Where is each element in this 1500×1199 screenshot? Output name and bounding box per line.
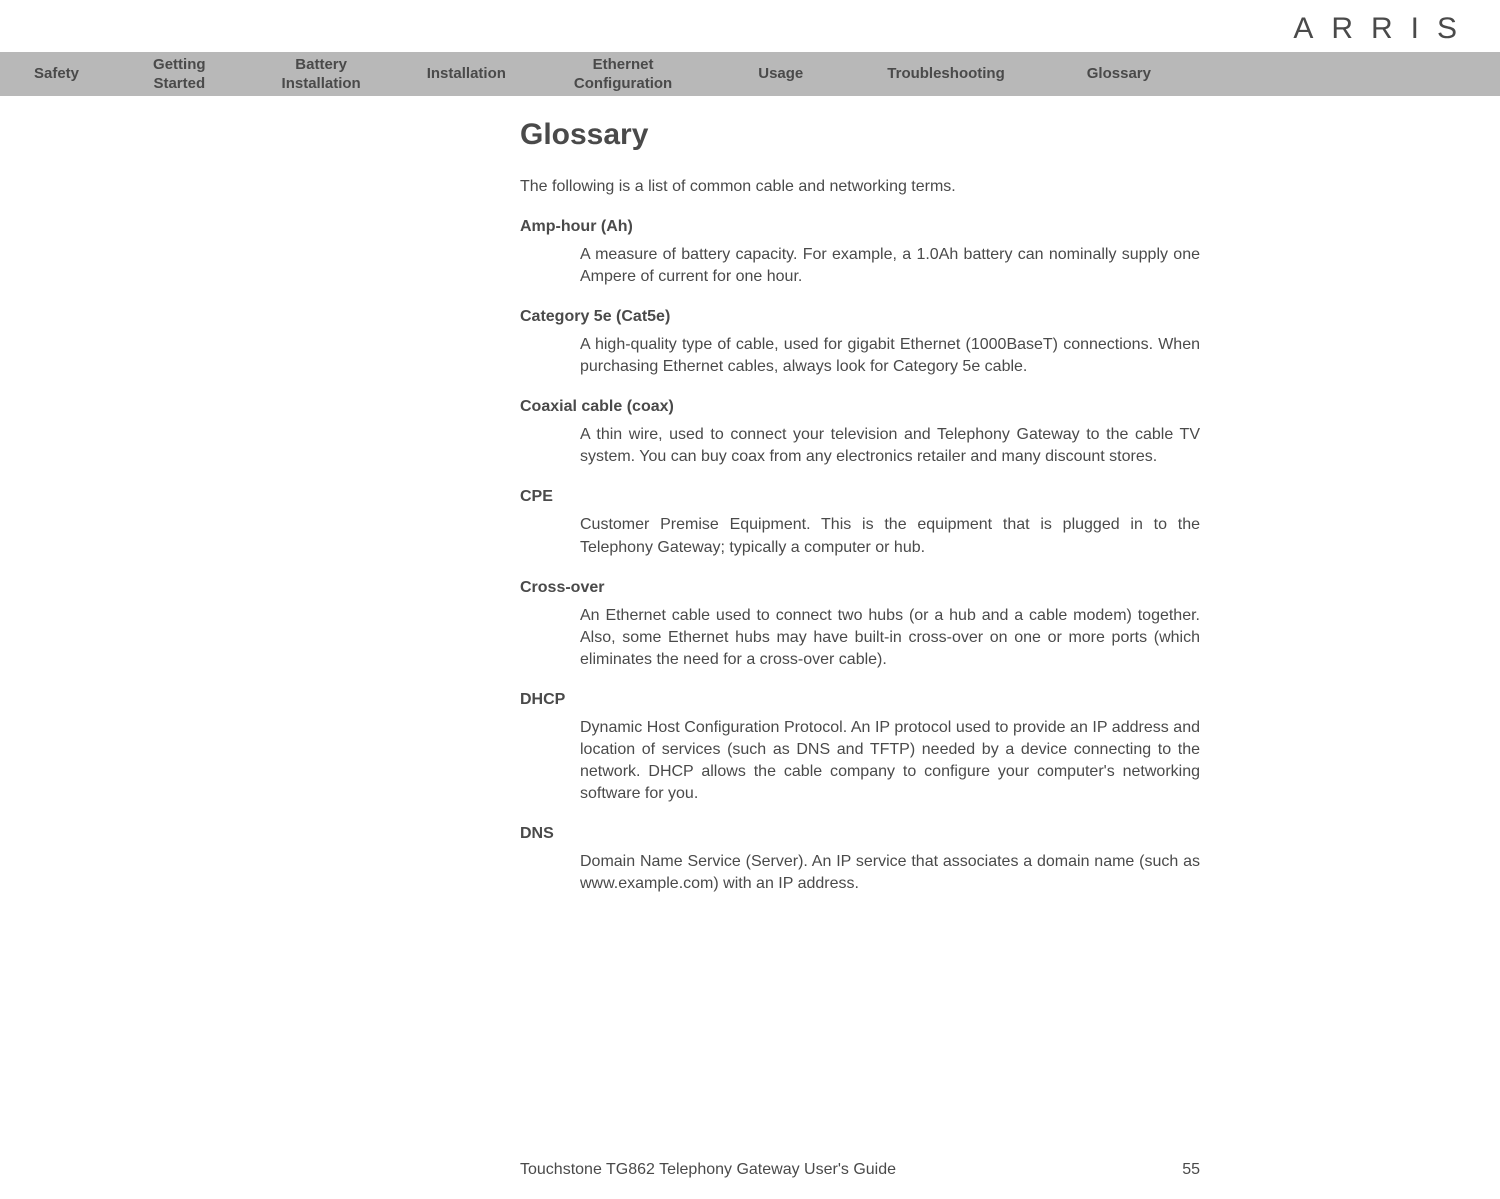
nav-safety[interactable]: Safety: [0, 64, 113, 84]
footer: Touchstone TG862 Telephony Gateway User'…: [520, 1161, 1200, 1179]
navbar: SafetyGettingStartedBatteryInstallationI…: [0, 52, 1500, 96]
glossary-term: DHCP: [520, 691, 1200, 709]
nav-getting-started[interactable]: GettingStarted: [113, 55, 246, 94]
glossary-term: Coaxial cable (coax): [520, 398, 1200, 416]
glossary-term: CPE: [520, 488, 1200, 506]
glossary-definition: Customer Premise Equipment. This is the …: [580, 514, 1200, 558]
glossary-term: Category 5e (Cat5e): [520, 308, 1200, 326]
glossary-definition: A high-quality type of cable, used for g…: [580, 334, 1200, 378]
nav-troubleshooting[interactable]: Troubleshooting: [851, 64, 1041, 84]
glossary-entries: Amp-hour (Ah) A measure of battery capaci…: [520, 218, 1200, 895]
footer-guide: Touchstone TG862 Telephony Gateway User'…: [520, 1161, 896, 1179]
glossary-term: DNS: [520, 825, 1200, 843]
glossary-definition: A measure of battery capacity. For examp…: [580, 244, 1200, 288]
nav-battery-installation[interactable]: BatteryInstallation: [246, 55, 397, 94]
glossary-term: Cross-over: [520, 579, 1200, 597]
glossary-definition: An Ethernet cable used to connect two hu…: [580, 605, 1200, 671]
glossary-definition: Dynamic Host Configuration Protocol. An …: [580, 717, 1200, 805]
nav-installation[interactable]: Installation: [397, 64, 536, 84]
nav-usage[interactable]: Usage: [710, 64, 851, 84]
nav-ethernet-configuration[interactable]: EthernetConfiguration: [536, 55, 710, 94]
main-content: Glossary The following is a list of comm…: [520, 118, 1200, 915]
page-title: Glossary: [520, 118, 1200, 152]
brand-logo: ARRIS: [1293, 12, 1475, 46]
glossary-term: Amp-hour (Ah): [520, 218, 1200, 236]
glossary-definition: A thin wire, used to connect your televi…: [580, 424, 1200, 468]
glossary-definition: Domain Name Service (Server). An IP serv…: [580, 851, 1200, 895]
footer-page-number: 55: [1182, 1161, 1200, 1179]
nav-glossary[interactable]: Glossary: [1041, 64, 1197, 84]
intro-text: The following is a list of common cable …: [520, 178, 1200, 196]
